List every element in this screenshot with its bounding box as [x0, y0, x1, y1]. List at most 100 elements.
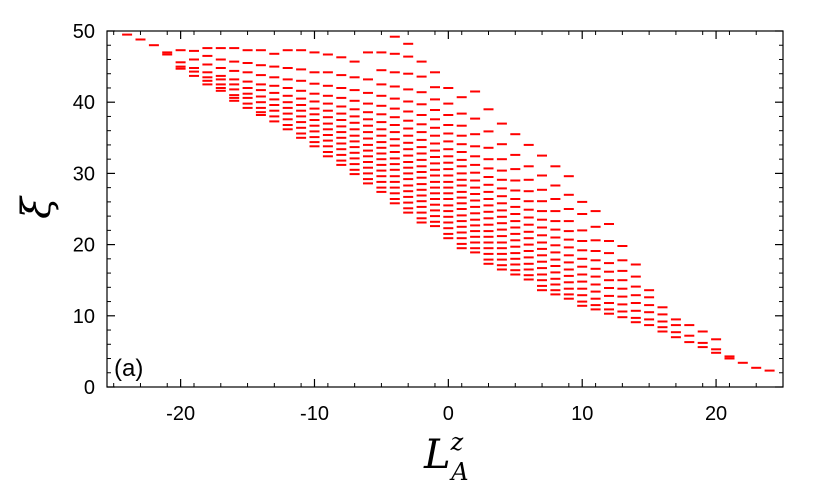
- data-point: [697, 330, 708, 333]
- data-point: [416, 188, 427, 191]
- data-point: [349, 151, 360, 154]
- data-point: [617, 269, 628, 272]
- data-point: [483, 217, 494, 220]
- data-point: [336, 119, 347, 121]
- data-point: [470, 241, 481, 244]
- data-point: [269, 52, 280, 55]
- data-point: [242, 92, 253, 95]
- data-point: [322, 145, 333, 148]
- data-point: [537, 154, 547, 157]
- data-point: [443, 148, 454, 151]
- data-point: [657, 306, 668, 309]
- data-point: [430, 149, 440, 152]
- data-point: [430, 118, 440, 121]
- data-point: [590, 239, 601, 242]
- data-point: [496, 169, 507, 172]
- data-point: [563, 268, 574, 271]
- data-point: [389, 85, 400, 88]
- data-point: [577, 273, 588, 276]
- data-point: [550, 198, 561, 200]
- data-point: [349, 134, 360, 137]
- data-point: [296, 115, 307, 118]
- data-point: [296, 49, 307, 52]
- data-point: [523, 256, 534, 259]
- data-point: [309, 136, 320, 139]
- data-point: [443, 204, 454, 207]
- data-point: [430, 86, 440, 89]
- data-point: [296, 68, 307, 71]
- data-point: [563, 208, 574, 210]
- data-point: [255, 106, 266, 109]
- data-point: [309, 113, 320, 116]
- data-point: [363, 111, 373, 114]
- y-tick-label: 20: [73, 235, 95, 257]
- data-point: [523, 208, 534, 211]
- data-point: [229, 96, 240, 99]
- data-point: [577, 240, 588, 242]
- data-point: [590, 283, 601, 286]
- data-point: [496, 268, 507, 271]
- data-point: [376, 163, 387, 166]
- data-point: [349, 128, 360, 131]
- data-point: [309, 119, 320, 121]
- data-point: [309, 141, 320, 144]
- y-tick-label: 10: [73, 306, 95, 328]
- data-point: [604, 240, 614, 242]
- data-point: [376, 180, 387, 183]
- data-point: [282, 49, 293, 52]
- data-point: [215, 47, 226, 50]
- x-tick-label: -20: [166, 403, 195, 425]
- data-point: [577, 294, 588, 297]
- data-point: [563, 220, 574, 223]
- data-point: [202, 83, 213, 86]
- data-point: [322, 53, 333, 56]
- data-point: [537, 289, 547, 292]
- data-point: [416, 183, 427, 186]
- data-point: [470, 117, 481, 120]
- data-point: [416, 194, 427, 197]
- data-point: [322, 134, 333, 136]
- data-point: [215, 58, 226, 61]
- data-point: [336, 87, 347, 89]
- data-point: [416, 152, 427, 155]
- data-point: [389, 175, 400, 178]
- data-point: [336, 131, 347, 134]
- data-point: [215, 89, 226, 92]
- data-point: [296, 89, 307, 92]
- data-point: [483, 183, 494, 186]
- data-point: [550, 283, 561, 286]
- data-point: [309, 145, 320, 148]
- data-point: [577, 280, 588, 283]
- data-point: [376, 146, 387, 149]
- data-point: [617, 245, 628, 247]
- data-point: [309, 92, 320, 95]
- data-point: [537, 254, 547, 257]
- data-point: [389, 163, 400, 166]
- data-point: [563, 193, 574, 196]
- data-point: [483, 158, 494, 161]
- data-point: [496, 178, 507, 181]
- data-point: [537, 218, 547, 221]
- data-point: [483, 176, 494, 178]
- data-point: [296, 109, 307, 112]
- data-point: [403, 42, 414, 45]
- data-point: [416, 158, 427, 161]
- data-point: [470, 171, 481, 174]
- data-point: [215, 74, 226, 77]
- data-point: [510, 198, 521, 200]
- data-point: [322, 151, 333, 153]
- data-point: [215, 87, 226, 89]
- data-point: [443, 192, 454, 195]
- data-point: [483, 247, 494, 250]
- data-point: [269, 115, 280, 118]
- data-point: [403, 161, 414, 163]
- data-point: [282, 124, 293, 126]
- data-point: [590, 275, 601, 278]
- data-point: [657, 320, 668, 323]
- data-point: [215, 83, 226, 86]
- data-point: [496, 247, 507, 250]
- data-point: [711, 338, 722, 341]
- data-point: [456, 247, 467, 250]
- data-point: [389, 124, 400, 126]
- data-point: [202, 76, 213, 79]
